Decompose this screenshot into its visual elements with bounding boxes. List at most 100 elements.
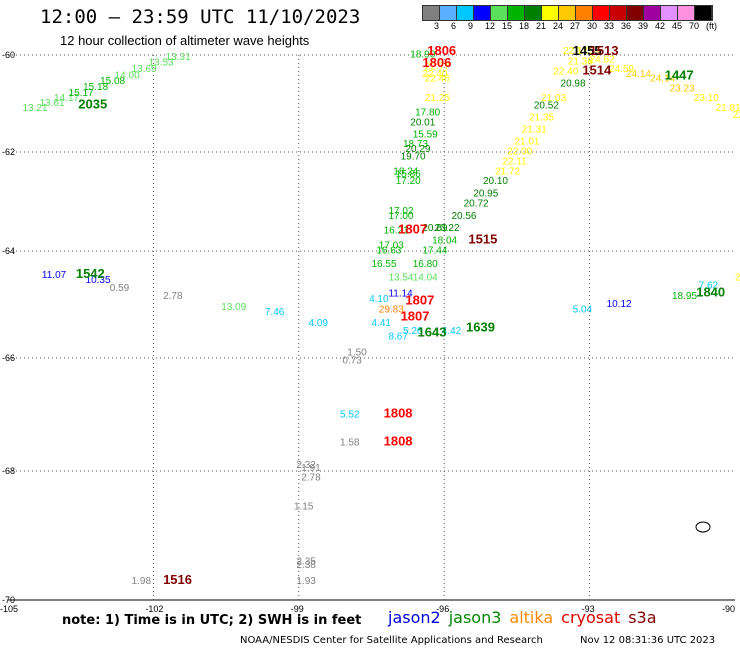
wave-height-value: 2.78 (301, 473, 321, 484)
wave-height-value: 24.14 (650, 74, 675, 85)
pass-time-label: 2035 (78, 96, 107, 111)
latitude-label: -60 (2, 50, 15, 60)
color-swatch (542, 6, 559, 20)
pass-time-label: 1447 (665, 67, 694, 82)
wave-height-value: 24.59 (609, 64, 634, 75)
color-swatch (423, 6, 440, 20)
pass-time-label: 1516 (163, 572, 192, 587)
wave-height-value: 20.52 (534, 100, 559, 111)
color-swatch (593, 6, 610, 20)
color-swatch (661, 6, 678, 20)
latitude-label: -66 (2, 353, 15, 363)
latitude-label: -62 (2, 147, 15, 157)
wave-height-value: 20.29 (405, 144, 430, 155)
pass-time-label: 1515 (468, 232, 497, 247)
wave-height-value: 21.90 (735, 272, 740, 283)
wave-height-value: 1.91 (301, 463, 321, 474)
latitude-label: -68 (2, 466, 15, 476)
wave-height-value: 20.98 (561, 79, 586, 90)
wave-height-value: 21.81 (716, 103, 740, 114)
wave-height-value: 1.15 (294, 502, 314, 513)
wave-height-value: 15.86 (396, 169, 421, 180)
color-scale-tick: 18 (519, 21, 530, 31)
satellite-legend-cryosat: cryosat (561, 608, 621, 627)
wave-height-value: 23.10 (694, 93, 719, 104)
wave-height-value: 2.38 (296, 560, 316, 571)
color-scale-bar (422, 5, 713, 21)
longitude-label: -99 (291, 604, 304, 614)
wave-height-value: 8.67 (388, 331, 408, 342)
wave-height-value: 20.22 (435, 223, 460, 234)
wave-height-value: 5.52 (340, 409, 360, 420)
pass-time-label: 1806 (422, 55, 451, 70)
satellite-legend-jason2: jason2 (388, 608, 441, 627)
wave-height-value: 4.09 (308, 318, 328, 329)
wave-height-value: 1.50 (347, 347, 367, 358)
wave-height-value: 14.00 (115, 70, 140, 81)
latitude-label: -70 (2, 595, 15, 605)
wave-height-value: 18.95 (672, 291, 697, 302)
wave-height-value: 13.21 (23, 103, 48, 114)
wave-height-value: 2.35 (296, 557, 316, 568)
color-scale-tick: 45 (672, 21, 683, 31)
wave-height-value: 22.40 (422, 69, 447, 80)
wave-height-value: 14.04 (413, 272, 438, 283)
wave-height-value: 21.01 (514, 137, 539, 148)
wave-height-value: 15.59 (413, 129, 438, 140)
wave-height-value: 29.83 (379, 305, 404, 316)
wave-height-value: 21.38 (568, 57, 593, 68)
wave-height-value: 16.21 (384, 226, 409, 237)
longitude-label: -96 (436, 604, 449, 614)
pass-time-label: 1807 (405, 293, 434, 308)
longitude-label: -93 (582, 604, 595, 614)
wave-height-value: 0.73 (342, 356, 362, 367)
pass-time-label: 1513 (590, 43, 619, 58)
color-scale-tick: 36 (621, 21, 632, 31)
wave-height-value: 13.69 (132, 64, 157, 75)
latitude-label: -64 (2, 246, 15, 256)
wave-height-value: 17.80 (415, 108, 440, 119)
color-scale-tick: 42 (655, 21, 666, 31)
wave-height-value: 13.09 (221, 302, 246, 313)
wave-height-value: 11.14 (388, 288, 413, 299)
longitude-label: -105 (0, 604, 18, 614)
wave-height-value: 10.12 (607, 299, 632, 310)
color-swatch (491, 6, 508, 20)
wave-height-value: 1.58 (340, 438, 360, 449)
wave-height-value: 20.72 (464, 198, 489, 209)
color-scale-tick: 15 (502, 21, 513, 31)
color-scale-tick: 33 (604, 21, 615, 31)
wave-height-value: 2.78 (163, 291, 183, 302)
color-swatch (440, 6, 457, 20)
wave-height-value: 22.6 (733, 110, 740, 121)
island-outline (695, 521, 711, 533)
wave-height-value: 23.23 (670, 83, 695, 94)
satellite-legend: jason2 jason3 altika cryosat s3a (388, 608, 665, 627)
wave-height-value: 7.46 (265, 307, 285, 318)
color-swatch (474, 6, 491, 20)
wave-height-value: 19.70 (401, 151, 426, 162)
wave-height-value: 17.02 (388, 206, 413, 217)
color-scale-tick: 27 (570, 21, 581, 31)
wave-height-value: 20.56 (451, 211, 476, 222)
wave-height-value: 22.11 (502, 156, 527, 167)
wave-height-value: 11.07 (42, 270, 67, 281)
color-scale-tick: 39 (638, 21, 649, 31)
footer-credit: NOAA/NESDIS Center for Satellite Applica… (240, 635, 543, 646)
pass-time-label: 1806 (427, 43, 456, 58)
wave-height-value: 21.72 (495, 166, 520, 177)
color-swatch (457, 6, 474, 20)
wave-height-value: 16.63 (376, 246, 401, 257)
wave-height-value: 24.39 (575, 46, 600, 57)
longitude-label: -102 (145, 604, 163, 614)
pass-time-label: 1542 (76, 266, 105, 281)
wave-height-value: 21.31 (522, 125, 547, 136)
wave-height-value: 18.24 (393, 166, 418, 177)
pass-time-label: 1807 (401, 309, 430, 324)
satellite-legend-jason3: jason3 (448, 608, 502, 627)
color-swatch (678, 6, 695, 20)
satellite-legend-s3a: s3a (628, 608, 657, 627)
color-swatch (610, 6, 627, 20)
wave-height-value: 1.93 (296, 576, 316, 587)
